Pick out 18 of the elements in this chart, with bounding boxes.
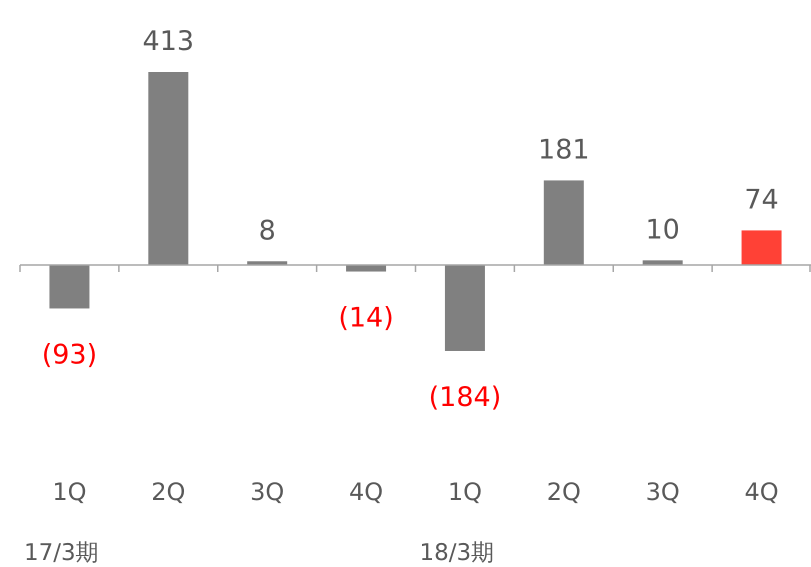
data-label: (14) — [338, 302, 394, 334]
x-tick-label: 1Q — [448, 478, 482, 506]
data-label: 413 — [142, 26, 194, 57]
data-label: (93) — [42, 339, 98, 370]
x-tick-label: 3Q — [250, 478, 284, 506]
x-tick-label: 2Q — [546, 478, 581, 506]
data-label: 10 — [646, 214, 680, 246]
x-tick-label: 4Q — [348, 478, 384, 506]
text: 17/3期 — [24, 540, 99, 566]
x-tick-label: 3Q — [646, 478, 680, 506]
data-label: 8 — [258, 215, 276, 246]
x-tick-label: 1Q — [52, 478, 87, 506]
data-label: 74 — [744, 184, 779, 216]
text: 18/3期 — [420, 540, 494, 566]
data-label: (184) — [428, 382, 502, 413]
x-tick-label: 4Q — [744, 478, 779, 506]
x-tick-label: 2Q — [151, 478, 186, 506]
data-label: 181 — [538, 134, 590, 166]
